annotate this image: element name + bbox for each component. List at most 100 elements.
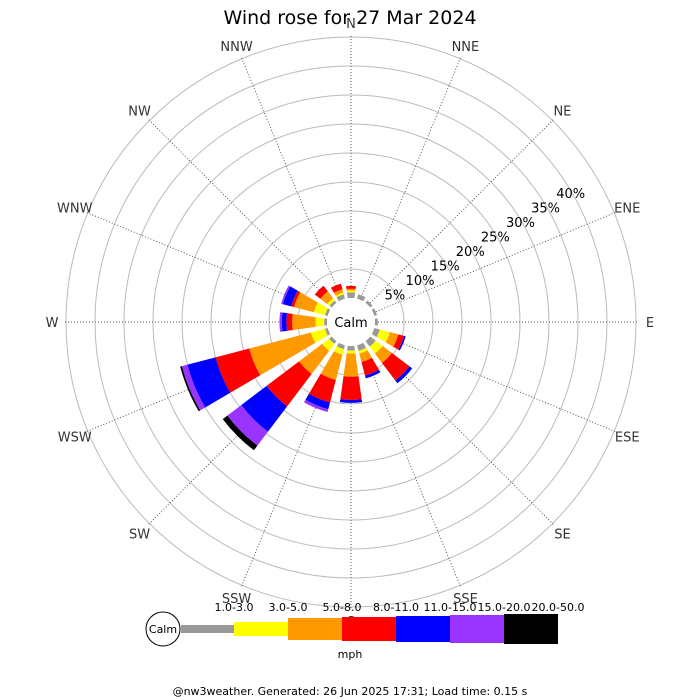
legend-swatch-5 (450, 615, 504, 643)
rose-bar-ssw-5 (303, 399, 329, 413)
ring-label: 25% (481, 231, 510, 246)
direction-label-nw: NW (128, 105, 151, 120)
rose-bar-wsw-4 (187, 357, 231, 408)
rose-bar-w-2 (292, 313, 316, 331)
direction-label-nnw: NNW (220, 40, 252, 55)
ring-label: 20% (456, 245, 485, 260)
rose-bar-nnw-0 (336, 294, 345, 302)
rose-bar-sse-3 (361, 357, 379, 376)
legend-bin-label: 11.0-15.0 (424, 601, 477, 614)
rose-bar-n-2 (346, 288, 356, 291)
rose-bar-n-1 (346, 290, 356, 293)
rose-bar-nnw-3 (330, 283, 343, 293)
rose-bar-sse-4 (364, 369, 381, 379)
rose-bar-sse-2 (359, 350, 372, 363)
legend-swatch-1 (234, 622, 288, 636)
rose-bar-wsw-0 (324, 328, 331, 336)
rose-bar-w-0 (324, 318, 328, 326)
legend-bin-label: 15.0-20.0 (478, 601, 531, 614)
rose-bar-ssw-4 (305, 393, 331, 410)
rose-bar-wnw-0 (324, 308, 331, 316)
legend-calm-circle (145, 611, 181, 647)
rose-bar-sw-3 (266, 361, 312, 407)
rose-bar-sw-2 (299, 343, 330, 374)
legend-bin-label: 20.0-50.0 (532, 601, 585, 614)
direction-label-ssw: SSW (222, 592, 252, 607)
direction-label-ese: ESE (615, 430, 640, 445)
grid-spoke (367, 338, 555, 526)
rose-bar-wsw-6 (180, 366, 201, 412)
rose-bar-se-1 (369, 340, 383, 354)
speed-legend: Calm 1.0-3.0 3.0-5.0 5.0-8.0 8.0-11.0 11.0-15… (145, 601, 585, 661)
rose-bar-s-4 (339, 399, 363, 403)
ring-label: 5% (385, 289, 406, 304)
grid-spoke (372, 211, 617, 314)
rose-bars (180, 283, 413, 451)
rose-bar-n-3 (346, 285, 356, 290)
rose-bar-s-1 (346, 350, 356, 354)
rose-bar-wnw-1 (313, 302, 328, 316)
direction-label-n: N (346, 17, 356, 32)
grid-spoke (147, 118, 335, 306)
direction-label-ne: NE (553, 105, 571, 120)
calm-circle (327, 298, 375, 346)
grid-spoke (85, 330, 330, 433)
rose-bar-sw-6 (222, 415, 258, 451)
legend-swatch-0 (181, 625, 234, 633)
rose-bar-w-1 (315, 317, 325, 327)
legend-unit-label: mph (338, 648, 363, 661)
ring-label: 35% (531, 202, 560, 217)
rose-bar-nnw-2 (333, 289, 344, 296)
rose-bar-wnw-3 (291, 290, 301, 308)
rose-bar-wsw-3 (215, 348, 261, 393)
rose-bar-ese-4 (398, 335, 406, 351)
rose-bar-ssw-1 (333, 346, 344, 355)
rose-bar-se-3 (381, 352, 410, 381)
direction-label-se: SE (554, 527, 570, 542)
legend-swatch-6 (504, 614, 558, 644)
rose-bar-nnw-1 (335, 292, 344, 298)
rose-bar-sw-5 (227, 405, 268, 446)
grid-ring (210, 181, 492, 463)
rose-bar-ssw-2 (320, 351, 343, 381)
rose-bar-ene-0 (371, 308, 378, 316)
grid-spoke (147, 338, 335, 526)
polar-grid (64, 35, 638, 609)
direction-label-wnw: WNW (57, 202, 93, 217)
rose-bar-sse-1 (358, 347, 368, 354)
grid-spoke (240, 343, 343, 588)
rose-bar-se-0 (365, 336, 376, 347)
ring-label: 10% (406, 274, 435, 289)
rose-bar-w-3 (286, 313, 293, 331)
rose-bar-nw-3 (314, 285, 328, 299)
rose-bar-wsw-1 (310, 328, 328, 343)
legend-swatch-4 (396, 616, 450, 642)
rose-bar-nw-2 (320, 291, 334, 305)
legend-bin-label: 8.0-11.0 (373, 601, 419, 614)
grid-ring (123, 94, 579, 550)
rose-bar-nne-0 (357, 294, 366, 302)
rose-bar-ssw-0 (336, 342, 345, 350)
rose-bar-w-4 (281, 312, 288, 332)
grid-spoke (240, 56, 343, 301)
legend-bin-label: 3.0-5.0 (269, 601, 308, 614)
ring-label: 40% (556, 187, 585, 202)
rose-bar-w-5 (279, 312, 283, 332)
ring-labels: 5%10%15%20%25%30%35%40% (385, 187, 586, 304)
rose-bar-se-4 (395, 366, 413, 384)
rose-bar-ese-3 (393, 334, 404, 350)
ring-label: 30% (506, 216, 535, 231)
rose-bar-sw-1 (322, 338, 335, 351)
rose-bar-s-2 (343, 353, 359, 377)
rose-bar-ssw-3 (308, 373, 336, 403)
legend-swatch-3 (342, 617, 396, 641)
legend-calm-label: Calm (149, 623, 177, 636)
rose-bar-ese-1 (376, 329, 390, 343)
rose-bar-s-3 (340, 376, 362, 400)
rose-bar-e-0 (374, 318, 378, 326)
grid-spoke (359, 343, 462, 588)
direction-label-e: E (646, 316, 654, 331)
rose-bar-wsw-5 (181, 364, 206, 411)
rose-bar-sw-4 (241, 385, 288, 432)
